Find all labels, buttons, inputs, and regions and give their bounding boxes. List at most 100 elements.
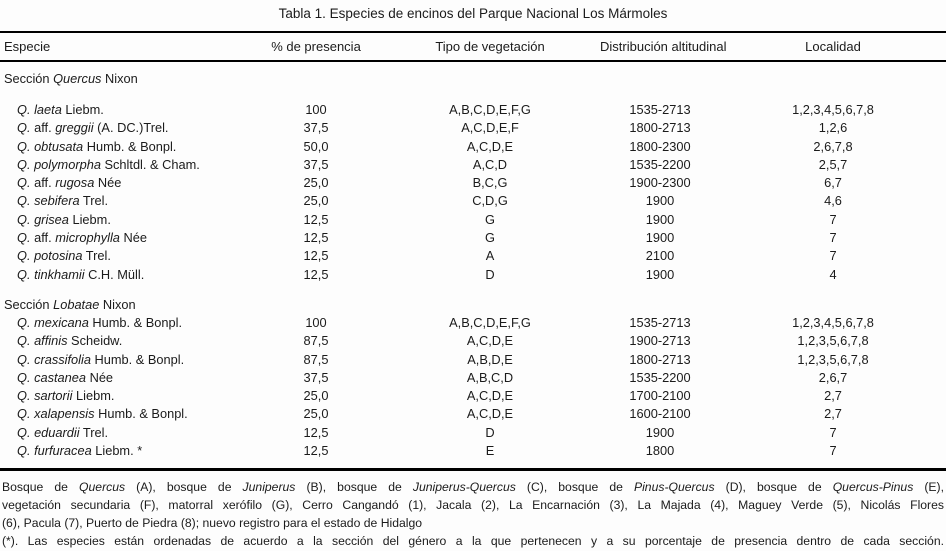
species-name-segment: (A. DC.)Trel. [93,120,169,136]
species-name-cell: Q. grisea Liebm. [0,211,252,229]
vegetation-cell: G [485,211,495,227]
altitude-cell: 1900-2713 [629,333,691,349]
species-name-segment: aff. [30,230,56,246]
altitude-cell: 1535-2713 [629,102,691,117]
species-name-segment: microphylla [55,230,120,246]
presence-cell: 25,0 [303,388,329,404]
footnote-segment: Quercus [79,480,126,495]
altitude-cell: 1535-2200 [629,369,691,385]
altitude-cell: 1600-2100 [629,406,691,422]
footnote-segment: (E), [913,480,944,495]
species-row: Q. crassifolia Humb. & Bonpl. 87,5 A,B,D,E… [0,351,946,369]
table-header-row: Especie % de presencia Tipo de vegetació… [0,33,946,60]
locality-cell: 2,6,7,8 [813,138,853,154]
species-name-segment: Q. eduardii [17,424,80,440]
species-name-segment: Humb. & Bonpl. [88,314,183,330]
vegetation-cell: A [485,248,495,264]
vegetation-cell: A,B,C,D [466,369,514,385]
species-name-cell: Q. eduardii Trel. [0,424,252,442]
locality-cell: 7 [829,248,837,264]
bottom-rule [0,468,946,472]
species-name-segment: rugosa [55,175,95,191]
species-name-cell: Q. potosina Trel. [0,247,252,265]
vegetation-cell: A,B,C,D,E,F,G [449,102,531,117]
species-name-cell: Q. xalapensis Humb. & Bonpl. [0,405,252,423]
altitude-cell: 1800-2300 [629,138,691,154]
section-heading: Sección Quercus Nixon [0,70,946,88]
species-name-segment: Q. tinkhamii [17,266,85,282]
locality-cell: 1,2,3,5,6,7,8 [797,351,869,367]
species-name-segment: Q. potosina [17,248,83,264]
footnotes: Bosque de Quercus (A), bosque de Juniper… [0,471,946,550]
altitude-cell: 1700-2100 [629,388,691,404]
species-name-segment: Trel. [79,193,109,209]
column-header-altitud: Distribución altitudinal [600,39,727,54]
altitude-cell: 1900 [645,230,675,246]
species-name-cell: Q. aff. rugosa Née [0,174,252,192]
altitude-cell: 1900 [645,211,675,227]
species-name-segment: Née [119,230,147,246]
footnote-line: (6), Pacula (7), Puerto de Piedra (8); n… [0,514,946,532]
locality-cell: 1,2,3,4,5,6,7,8 [792,314,874,330]
top-rule [0,31,946,33]
presence-cell: 100 [305,102,327,117]
species-name-segment: Trel. [82,248,111,264]
species-name-segment: Q. castanea [17,369,87,385]
locality-cell: 4 [829,266,837,282]
presence-cell: 12,5 [303,230,329,246]
species-name-segment: Liebm. [68,211,111,227]
species-name-segment: C.H. Müll. [84,266,145,282]
species-name-cell: Q. sartorii Liebm. [0,387,252,405]
species-row: Q. aff. microphylla Née 12,5 G 1900 7 [0,229,946,247]
vegetation-cell: A,C,D [472,156,508,172]
table-body: Sección Quercus Nixon Q. laeta Liebm. 100 A… [0,62,946,460]
presence-cell: 12,5 [303,266,329,282]
footnote-segment: Quercus-Pinus [832,480,914,495]
vegetation-cell: A,C,D,E [466,388,514,404]
species-row: Q. tinkhamii C.H. Müll. 12,5 D 1900 4 [0,266,946,284]
locality-cell: 7 [829,443,837,459]
footnote-segment: Pinus-Quercus [633,480,715,495]
presence-cell: 87,5 [303,333,329,349]
header-rule [0,60,946,62]
species-name-segment: Q. [17,230,31,246]
footnote-segment: Juniperus-Quercus [412,480,516,495]
species-row: Q. affinis Scheidw. 87,5 A,C,D,E 1900-2713 1… [0,332,946,350]
presence-cell: 37,5 [303,120,329,136]
species-name-segment: aff. [30,175,56,191]
locality-cell: 4,6 [824,193,842,209]
presence-cell: 25,0 [303,406,329,422]
species-name-cell: Q. affinis Scheidw. [0,332,252,350]
species-row: Q. aff. greggii (A. DC.)Trel. 37,5 A,C,D,E… [0,119,946,137]
altitude-cell: 1900 [645,193,675,209]
presence-cell: 37,5 [303,156,329,172]
locality-cell: 7 [829,211,837,227]
section-heading-segment: Sección [4,296,54,312]
footnote-line: vegetación secundaria (F), matorral xeró… [0,496,946,514]
species-row: Q. castanea Née 37,5 A,B,C,D 1535-2200 2,6,7 [0,369,946,387]
section-heading-segment: Sección [4,71,54,86]
section-spacer [0,284,946,296]
locality-cell: 2,7 [824,406,842,422]
section-heading-segment: Lobatae [53,296,100,312]
species-name-segment: Q. obtusata [17,138,84,154]
species-name-cell: Q. castanea Née [0,369,252,387]
vegetation-cell: A,C,D,E,F [461,120,519,136]
species-row: Q. mexicana Humb. & Bonpl. 100 A,B,C,D,E,F… [0,314,946,332]
species-name-cell: Q. aff. greggii (A. DC.)Trel. [0,119,252,137]
locality-cell: 2,6,7 [818,369,848,385]
footnote-line: (*). Las especies están ordenadas de acu… [0,532,946,550]
species-name-cell: Q. tinkhamii C.H. Müll. [0,266,252,284]
species-row: Q. eduardii Trel. 12,5 D 1900 7 [0,424,946,442]
species-name-cell: Q. aff. microphylla Née [0,229,252,247]
species-row: Q. xalapensis Humb. & Bonpl. 25,0 A,C,D,E 1… [0,405,946,423]
species-name-segment: Humb. & Bonpl. [83,138,177,154]
altitude-cell: 1800 [645,443,675,459]
footnote-segment: (A), bosque de [125,480,243,495]
footnote-segment: (C), bosque de [515,480,634,495]
section-heading: Sección Lobatae Nixon [0,296,946,314]
footnote-segment: (D), bosque de [714,480,833,495]
vegetation-cell: D [485,424,495,440]
species-row: Q. sebifera Trel. 25,0 C,D,G 1900 4,6 [0,192,946,210]
footnote-segment: vegetación secundaria (F), matorral xeró… [2,498,944,513]
